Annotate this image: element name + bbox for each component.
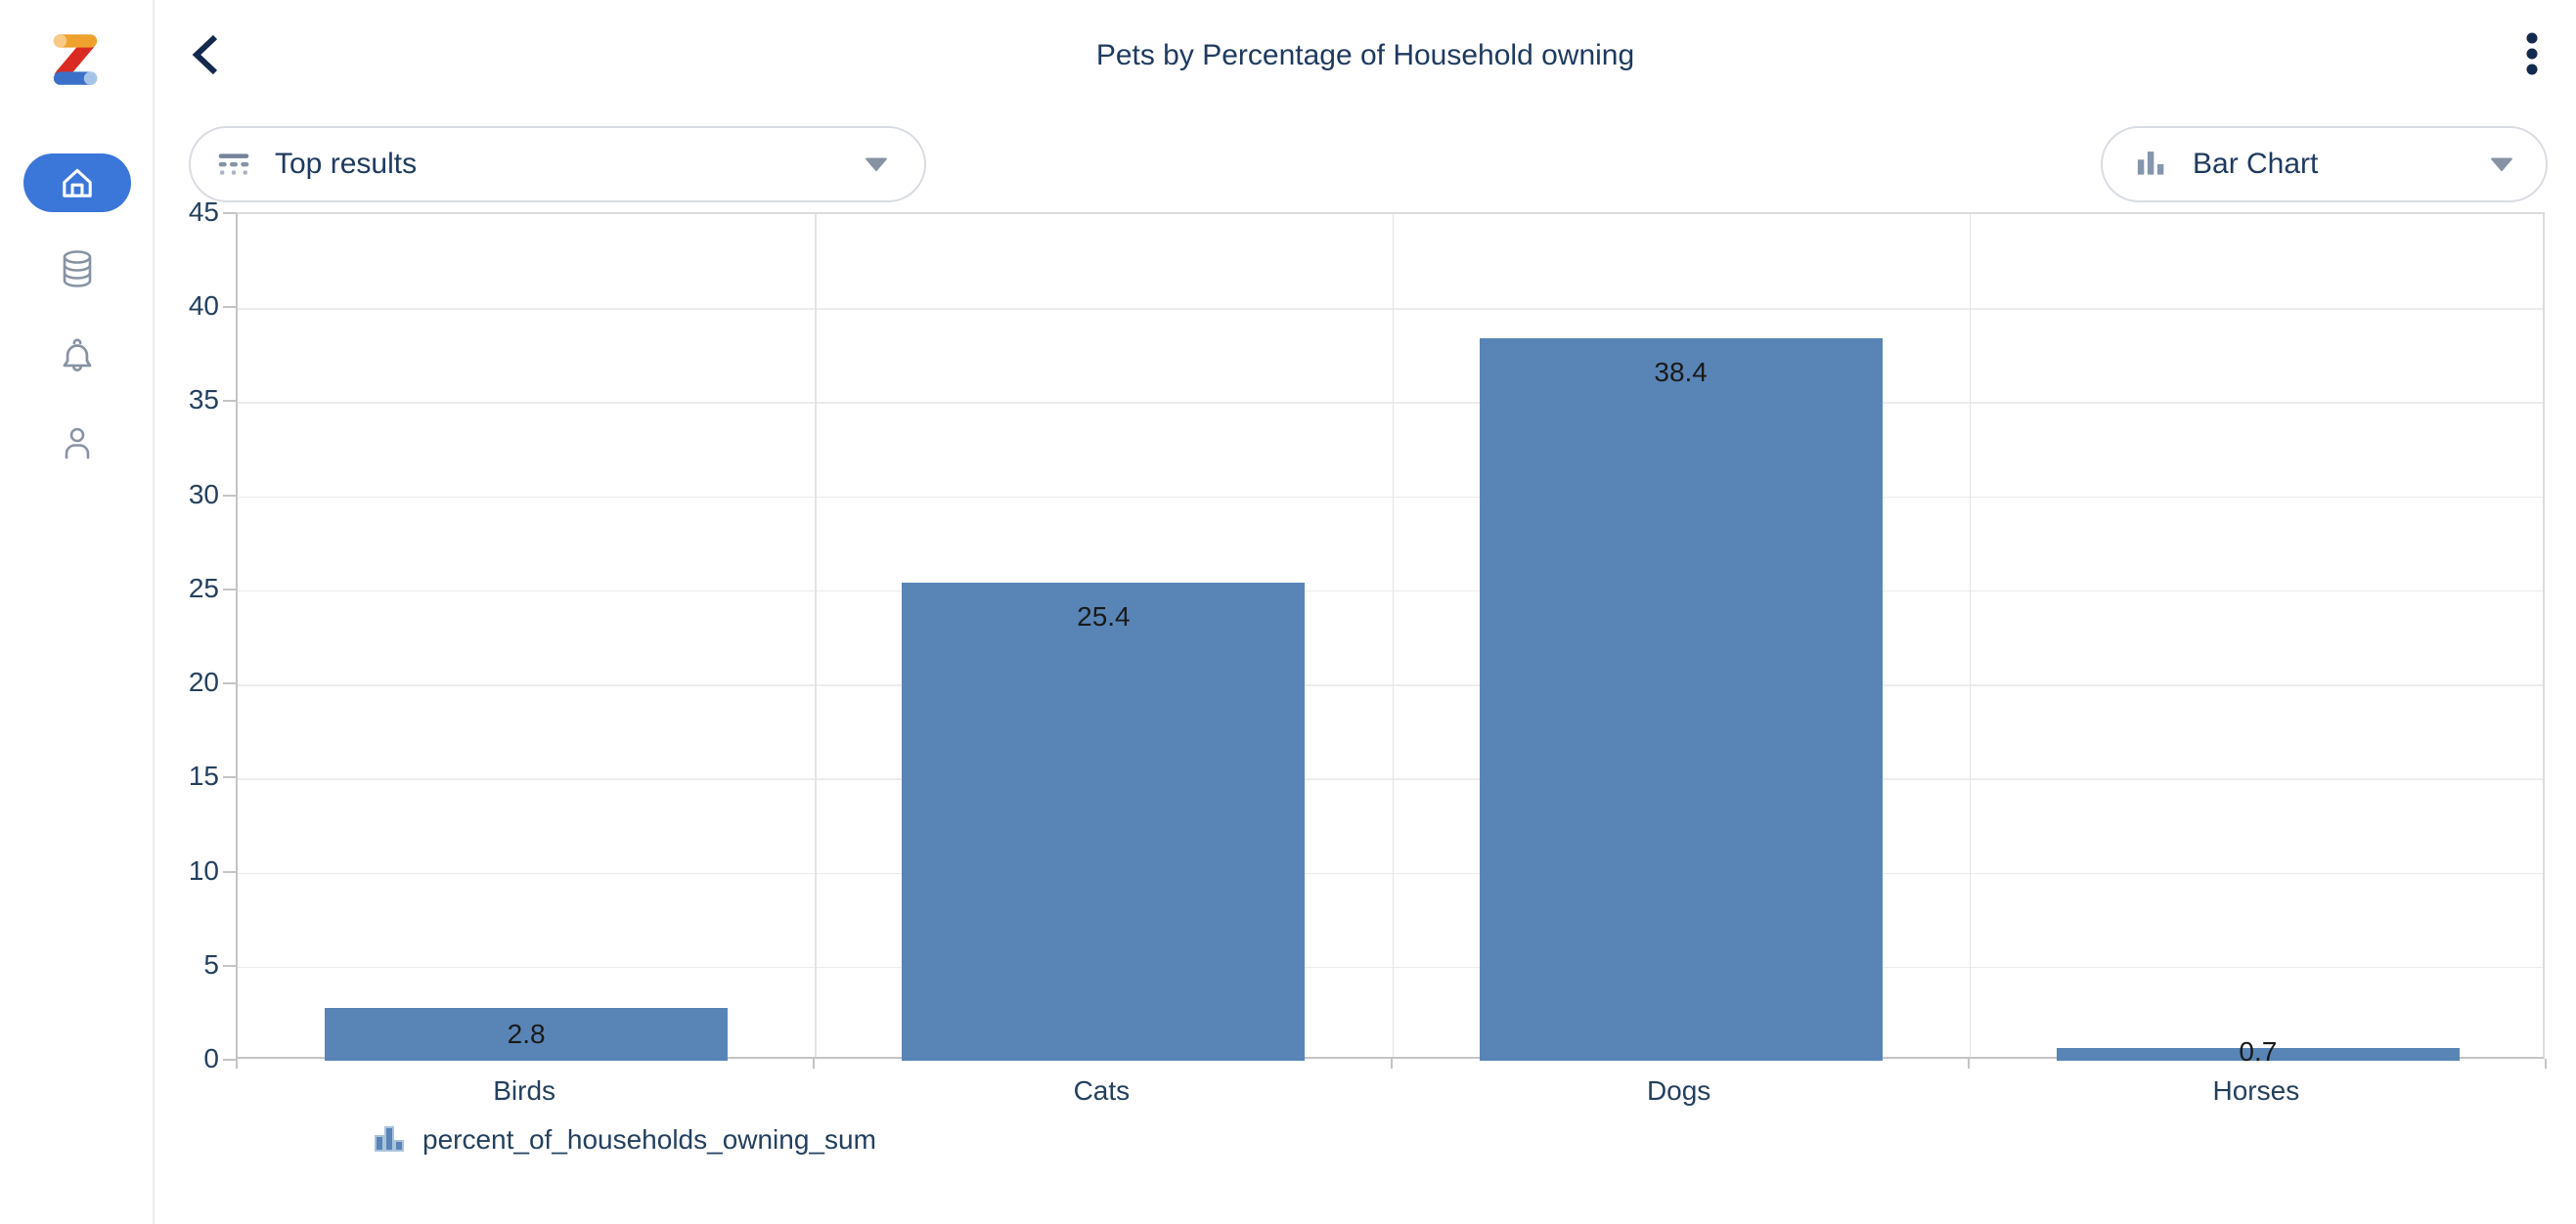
chevron-left-icon xyxy=(192,34,218,75)
y-axis-label: 15 xyxy=(188,761,219,792)
y-axis-label: 30 xyxy=(188,478,219,509)
y-axis-label: 5 xyxy=(203,948,219,980)
chart-area: 2.8 25.4 38.4 0.7 0 5 10 15 20 25 30 35 40 45 Birds Ca… xyxy=(155,0,2576,1224)
category-separator xyxy=(1969,214,1972,1057)
sidebar xyxy=(0,0,155,1224)
user-icon xyxy=(65,427,90,459)
y-axis-label: 35 xyxy=(188,384,219,415)
bar-horses[interactable] xyxy=(2056,1047,2460,1061)
x-axis-tick xyxy=(813,1059,816,1069)
bar-value-label: 38.4 xyxy=(1654,357,1708,387)
x-axis-label: Dogs xyxy=(1646,1075,1711,1106)
zoho-z-logo-icon xyxy=(53,34,98,85)
y-axis-tick xyxy=(223,212,236,214)
y-axis-tick xyxy=(223,776,236,779)
back-button[interactable] xyxy=(188,32,225,77)
y-gridline xyxy=(238,402,2543,404)
y-axis-tick xyxy=(223,1059,236,1061)
category-separator xyxy=(815,214,817,1057)
y-axis-label: 0 xyxy=(203,1043,219,1073)
bar-value-label: 2.8 xyxy=(507,1019,546,1050)
x-axis-label: Birds xyxy=(493,1075,556,1106)
y-axis-label: 40 xyxy=(188,290,219,322)
y-gridline xyxy=(238,778,2543,780)
top-results-label: Top results xyxy=(275,148,418,180)
bar-chart-icon xyxy=(2137,152,2164,175)
bar-chart-plot: 2.8 25.4 38.4 0.7 xyxy=(236,212,2545,1067)
bar-cats[interactable] xyxy=(902,583,1306,1061)
legend-series-icon xyxy=(375,1126,404,1152)
zoho-logo[interactable] xyxy=(43,26,108,93)
y-axis-tick xyxy=(223,682,236,685)
caret-down-icon xyxy=(2491,157,2512,172)
sidebar-item-data[interactable] xyxy=(0,247,155,290)
page-title: Pets by Percentage of Household owning xyxy=(1095,39,1635,71)
y-gridline xyxy=(238,308,2543,310)
y-axis-label: 20 xyxy=(188,667,219,698)
y-axis-label: 10 xyxy=(188,854,219,886)
bar-dogs[interactable] xyxy=(1479,338,1883,1061)
y-gridline xyxy=(238,496,2543,499)
category-separator xyxy=(1392,214,1394,1057)
database-icon xyxy=(63,250,92,287)
y-axis-tick xyxy=(223,870,236,873)
sidebar-item-home[interactable] xyxy=(23,153,131,212)
top-results-icon xyxy=(218,153,249,175)
y-gridline xyxy=(238,684,2543,686)
caret-down-icon xyxy=(866,157,887,172)
sidebar-item-notifications[interactable] xyxy=(0,333,155,378)
x-axis-label: Horses xyxy=(2212,1075,2300,1106)
y-axis-tick xyxy=(223,494,236,497)
y-axis-label: 45 xyxy=(188,197,219,227)
chart-type-label: Bar Chart xyxy=(2193,148,2319,180)
bar-value-label: 0.7 xyxy=(2239,1035,2278,1067)
bar-value-label: 25.4 xyxy=(1077,601,1131,633)
y-axis-tick xyxy=(223,400,236,403)
y-gridline xyxy=(238,966,2543,969)
legend-series-name: percent_of_households_owning_sum xyxy=(422,1124,876,1155)
y-gridline xyxy=(238,590,2543,592)
y-axis-label: 25 xyxy=(188,572,219,603)
kebab-menu-icon xyxy=(2526,32,2538,75)
more-options-button[interactable] xyxy=(2523,29,2541,80)
x-axis-tick xyxy=(1390,1059,1393,1069)
x-axis-tick xyxy=(1967,1059,1970,1069)
top-results-dropdown[interactable]: Top results xyxy=(189,126,926,202)
bar-birds[interactable] xyxy=(325,1008,729,1061)
x-axis-tick xyxy=(236,1059,238,1069)
y-axis-tick xyxy=(223,964,236,967)
bell-icon xyxy=(63,338,92,372)
x-axis-label: Cats xyxy=(1073,1075,1131,1106)
sidebar-item-profile[interactable] xyxy=(0,421,155,464)
y-axis-tick xyxy=(223,588,236,590)
chart-legend[interactable]: percent_of_households_owning_sum xyxy=(372,1122,876,1158)
home-icon xyxy=(63,168,92,197)
y-axis-tick xyxy=(223,306,236,309)
y-gridline xyxy=(238,872,2543,875)
x-axis-tick xyxy=(2545,1059,2547,1069)
chart-type-dropdown[interactable]: Bar Chart xyxy=(2101,126,2548,202)
